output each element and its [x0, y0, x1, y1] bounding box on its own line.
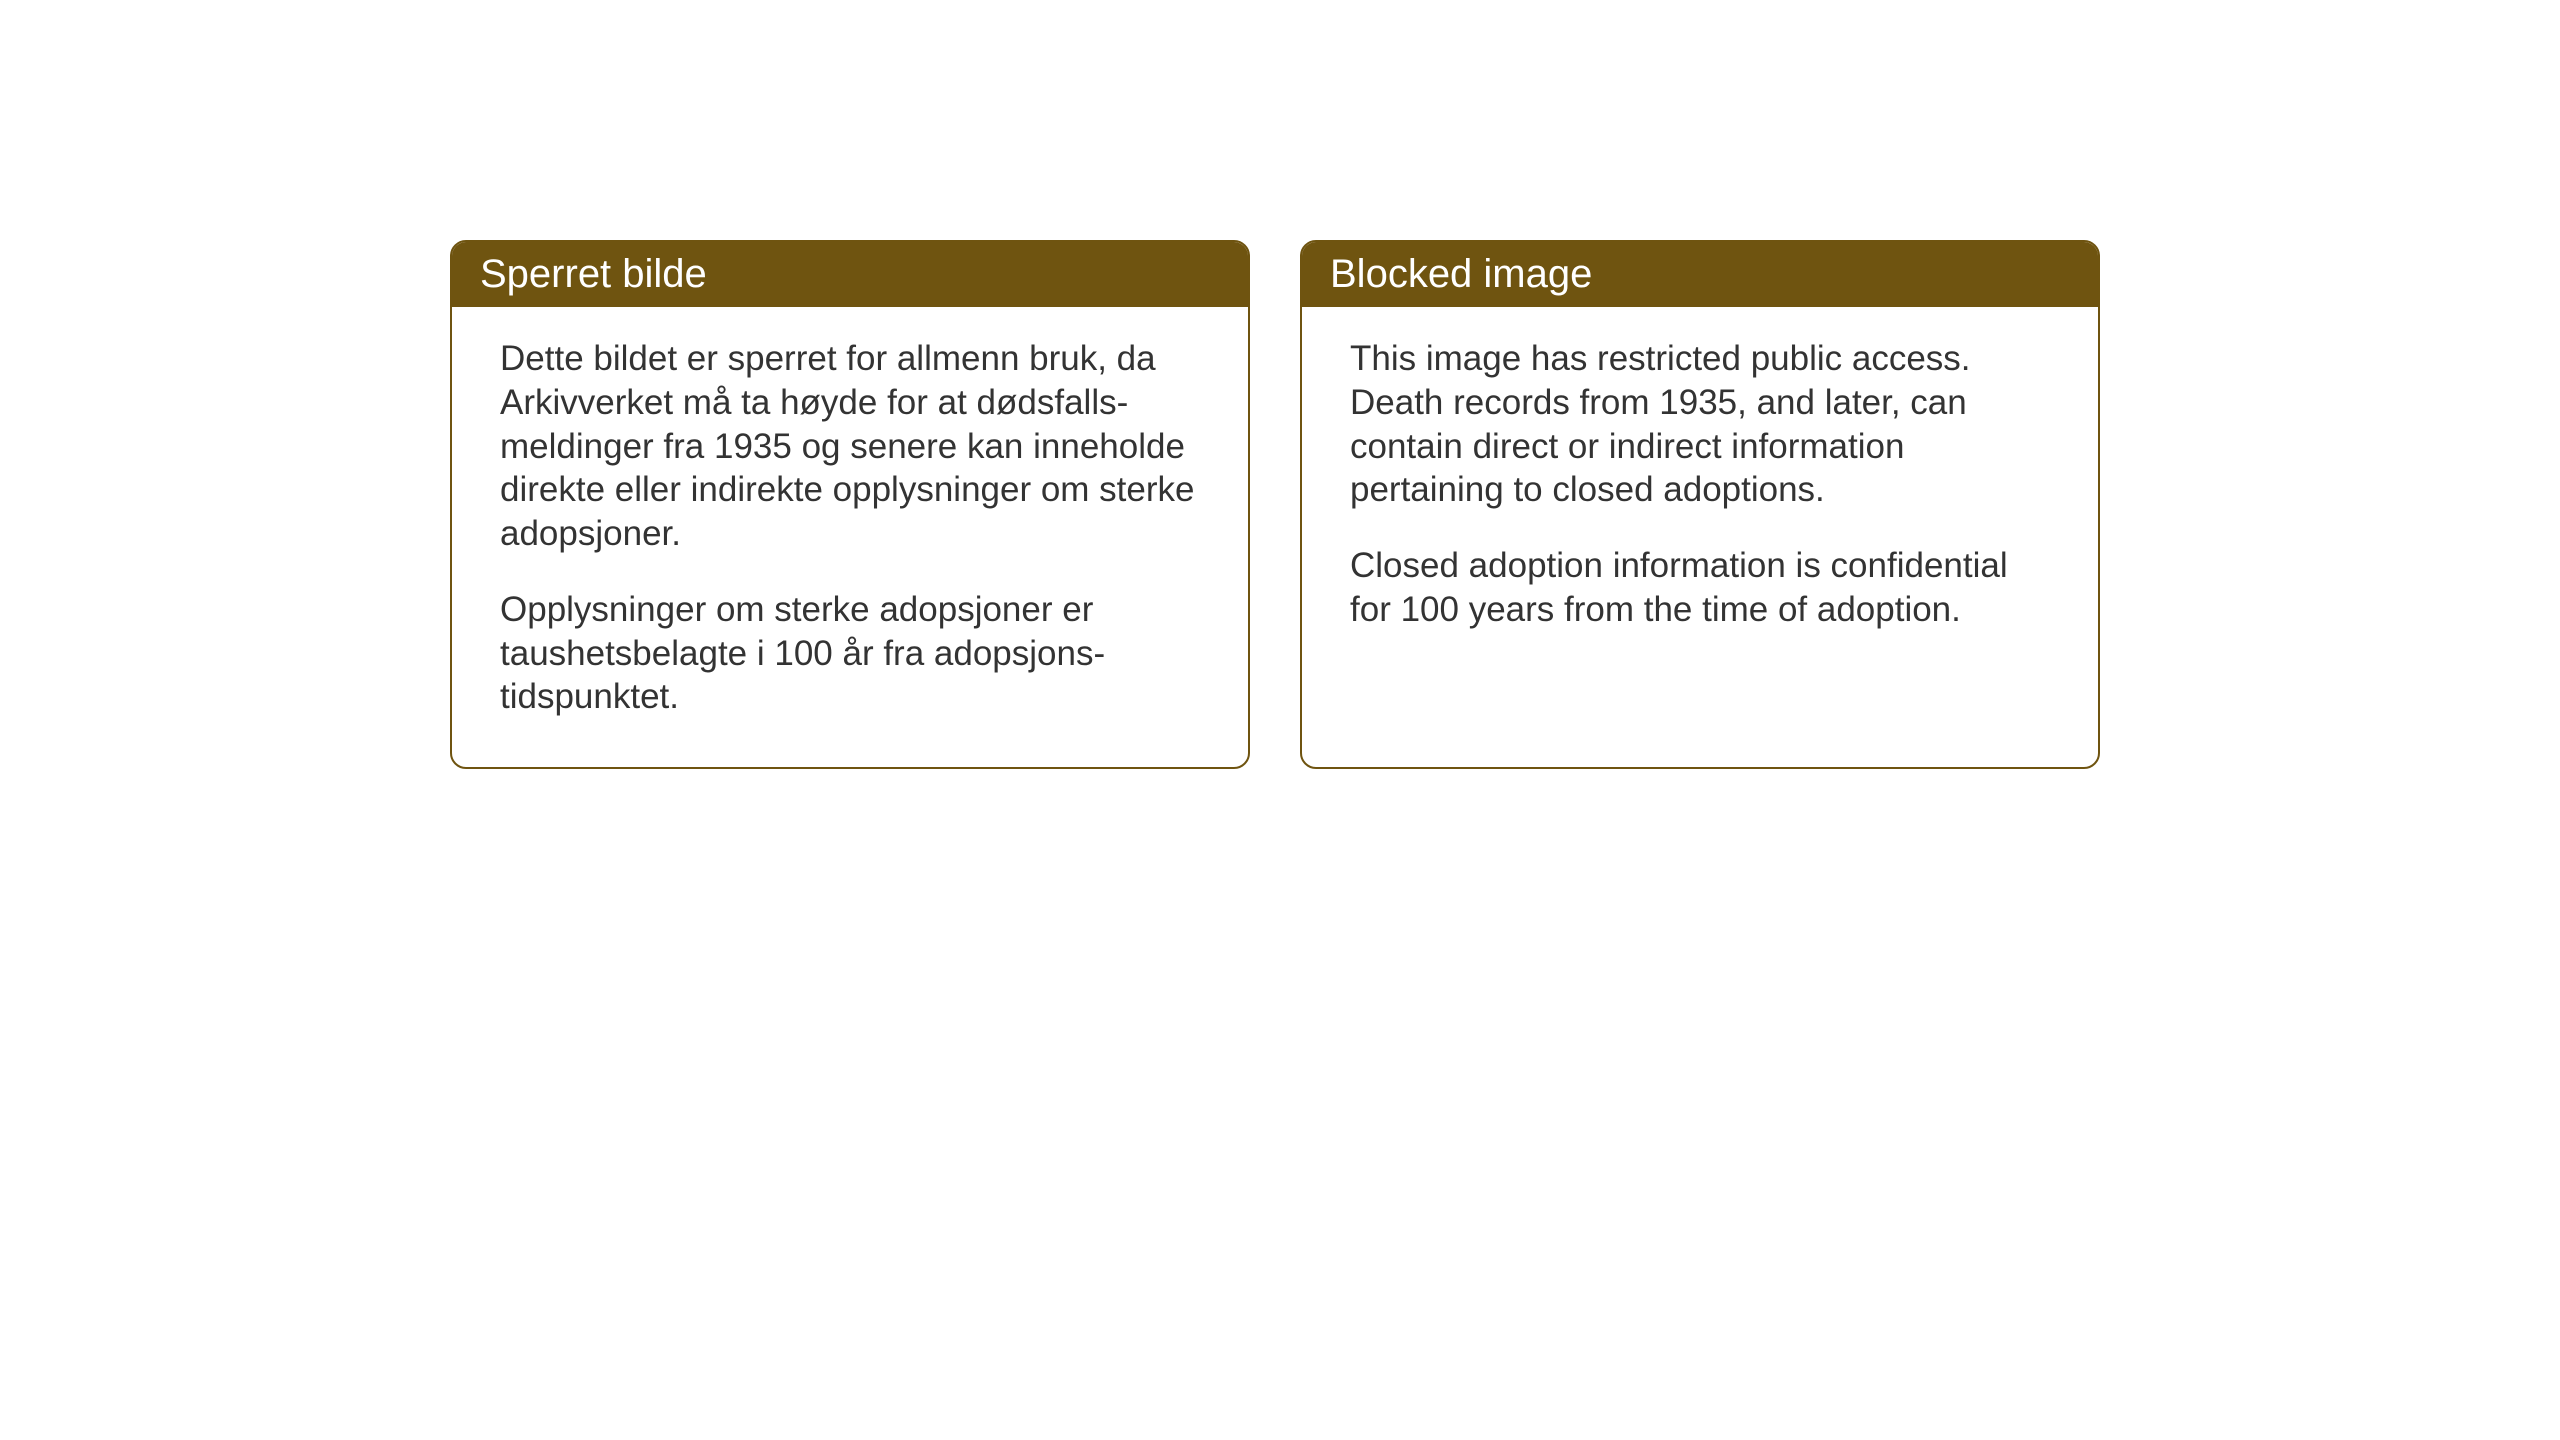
- notice-paragraph-2-norwegian: Opplysninger om sterke adopsjoner er tau…: [500, 588, 1200, 719]
- notice-body-norwegian: Dette bildet er sperret for allmenn bruk…: [452, 307, 1248, 767]
- notice-paragraph-2-english: Closed adoption information is confident…: [1350, 544, 2050, 632]
- notice-box-english: Blocked image This image has restricted …: [1300, 240, 2100, 769]
- notice-title-english: Blocked image: [1330, 252, 1592, 296]
- notice-paragraph-1-norwegian: Dette bildet er sperret for allmenn bruk…: [500, 337, 1200, 556]
- notice-title-norwegian: Sperret bilde: [480, 252, 707, 296]
- notice-header-english: Blocked image: [1302, 242, 2098, 307]
- notice-paragraph-1-english: This image has restricted public access.…: [1350, 337, 2050, 512]
- notice-box-norwegian: Sperret bilde Dette bildet er sperret fo…: [450, 240, 1250, 769]
- notice-container: Sperret bilde Dette bildet er sperret fo…: [450, 240, 2100, 769]
- notice-body-english: This image has restricted public access.…: [1302, 307, 2098, 680]
- notice-header-norwegian: Sperret bilde: [452, 242, 1248, 307]
